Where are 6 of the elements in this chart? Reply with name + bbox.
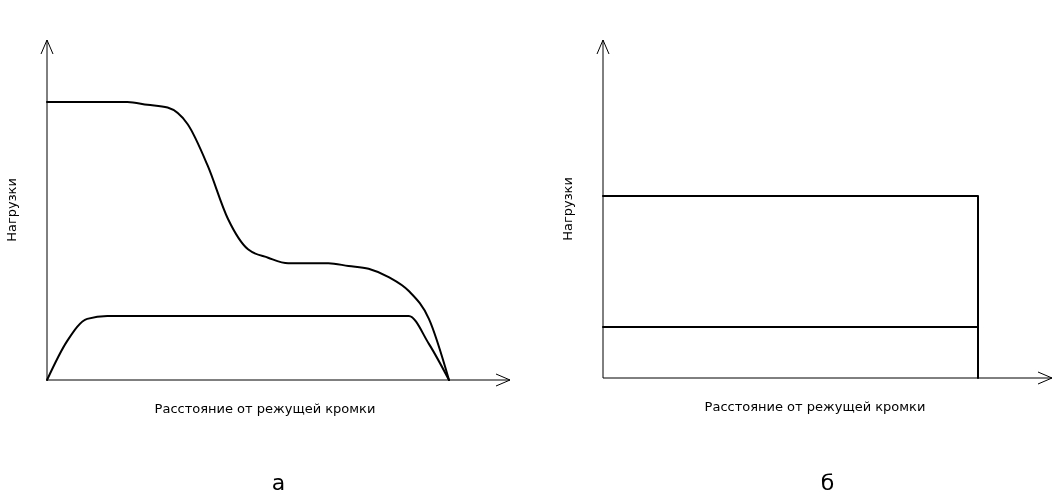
x-axis-title: Расстояние от режущей кромки <box>704 399 926 414</box>
x-axis-title: Расстояние от режущей кромки <box>154 401 376 416</box>
y-axis-title: Нагрузки <box>560 177 575 241</box>
text: а <box>271 470 286 495</box>
y-axis-title: Нагрузки <box>4 178 19 242</box>
text: б <box>820 470 835 495</box>
